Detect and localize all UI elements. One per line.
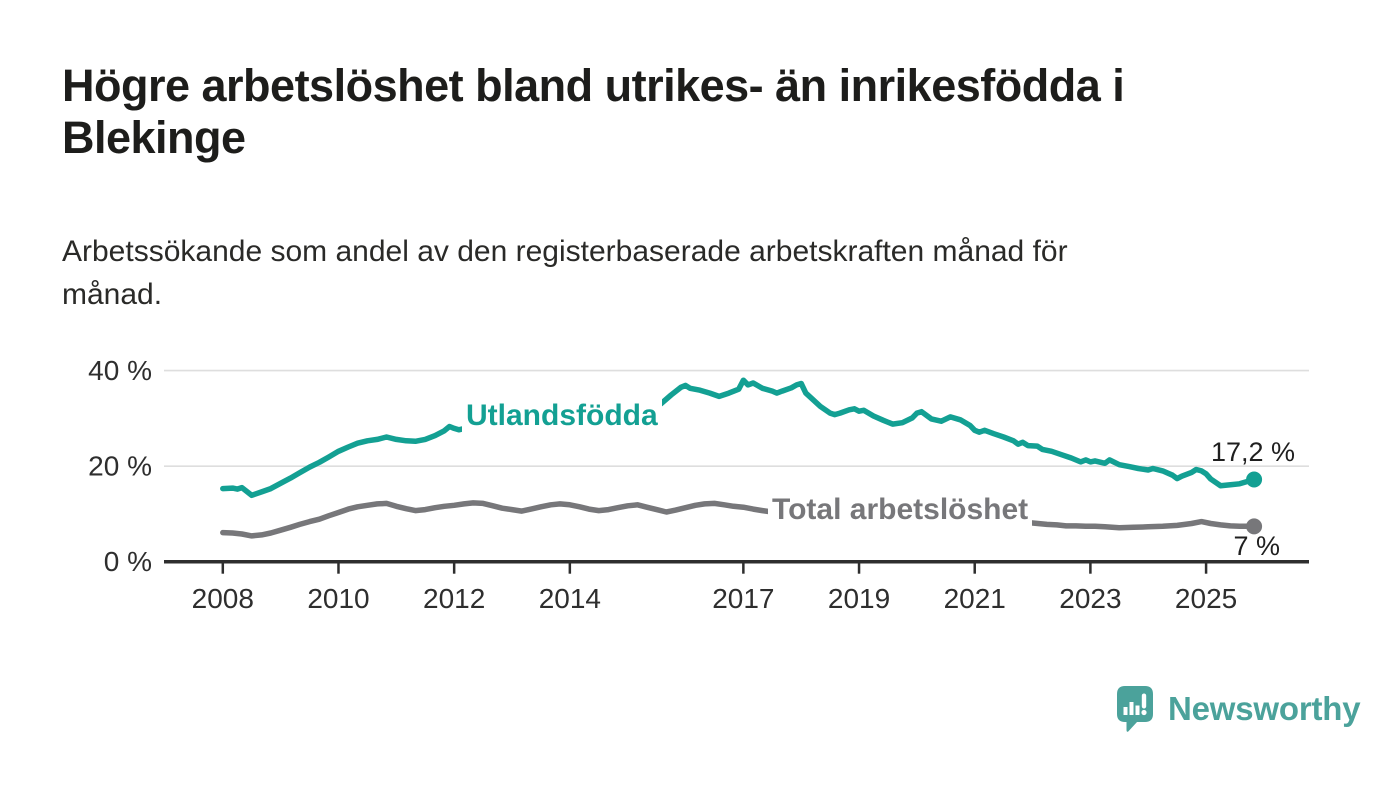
x-axis-tick-label: 2023 (1059, 583, 1121, 614)
series-label-utlandsfodda: Utlandsfödda (462, 398, 662, 434)
y-axis-tick-label: 20 % (88, 451, 152, 482)
chart-subtitle: Arbetssökande som andel av den registerb… (62, 230, 1322, 316)
x-axis-tick-label: 2025 (1175, 583, 1237, 614)
x-axis-tick-label: 2014 (539, 583, 601, 614)
end-dot-total (1246, 518, 1263, 535)
exclamation-bar (1141, 693, 1147, 709)
series-line-total (220, 500, 1257, 539)
bar-3 (1135, 705, 1140, 715)
chart-subtitle-line-2: månad. (62, 278, 163, 311)
end-value-label-total: 7 % (1233, 531, 1280, 561)
x-axis-tick-label: 2010 (307, 583, 369, 614)
newsworthy-speech-bubble-bar-chart-icon (1117, 686, 1153, 732)
x-axis-tick-label: 2012 (423, 583, 485, 614)
bar-1 (1123, 707, 1128, 715)
speech-bubble-shape (1117, 686, 1153, 732)
page-title-line-2: Blekinge (62, 112, 246, 163)
line-chart: 0 % 20 % 40 % 2008 2010 2012 2014 2017 2019 2021 2… (88, 355, 1309, 614)
page-title: Högre arbetslöshet bland utrikes- än inr… (62, 60, 1362, 164)
page-title-line-1: Högre arbetslöshet bland utrikes- än inr… (62, 60, 1125, 111)
exclamation-dot (1141, 709, 1147, 716)
y-axis-tick-label: 0 % (104, 546, 152, 577)
y-axis-tick-label: 40 % (88, 355, 152, 386)
x-axis-tick-label: 2021 (944, 583, 1006, 614)
x-axis-tick-label: 2017 (712, 583, 774, 614)
end-value-label-utlandsfodda: 17,2 % (1210, 437, 1295, 467)
x-axis-tick-label: 2008 (192, 583, 254, 614)
end-dot-utlandsfodda (1246, 471, 1263, 488)
newsworthy-logo-text: Newsworthy (1168, 690, 1361, 727)
series-label-total-arbetsloshet: Total arbetslöshet (768, 492, 1033, 528)
chart-subtitle-line-1: Arbetssökande som andel av den registerb… (62, 235, 1068, 268)
series-line-utlandsfodda (220, 377, 1257, 499)
bar-2 (1129, 702, 1134, 715)
x-axis-tick-label: 2019 (828, 583, 890, 614)
newsworthy-logo: Newsworthy (1117, 686, 1361, 732)
